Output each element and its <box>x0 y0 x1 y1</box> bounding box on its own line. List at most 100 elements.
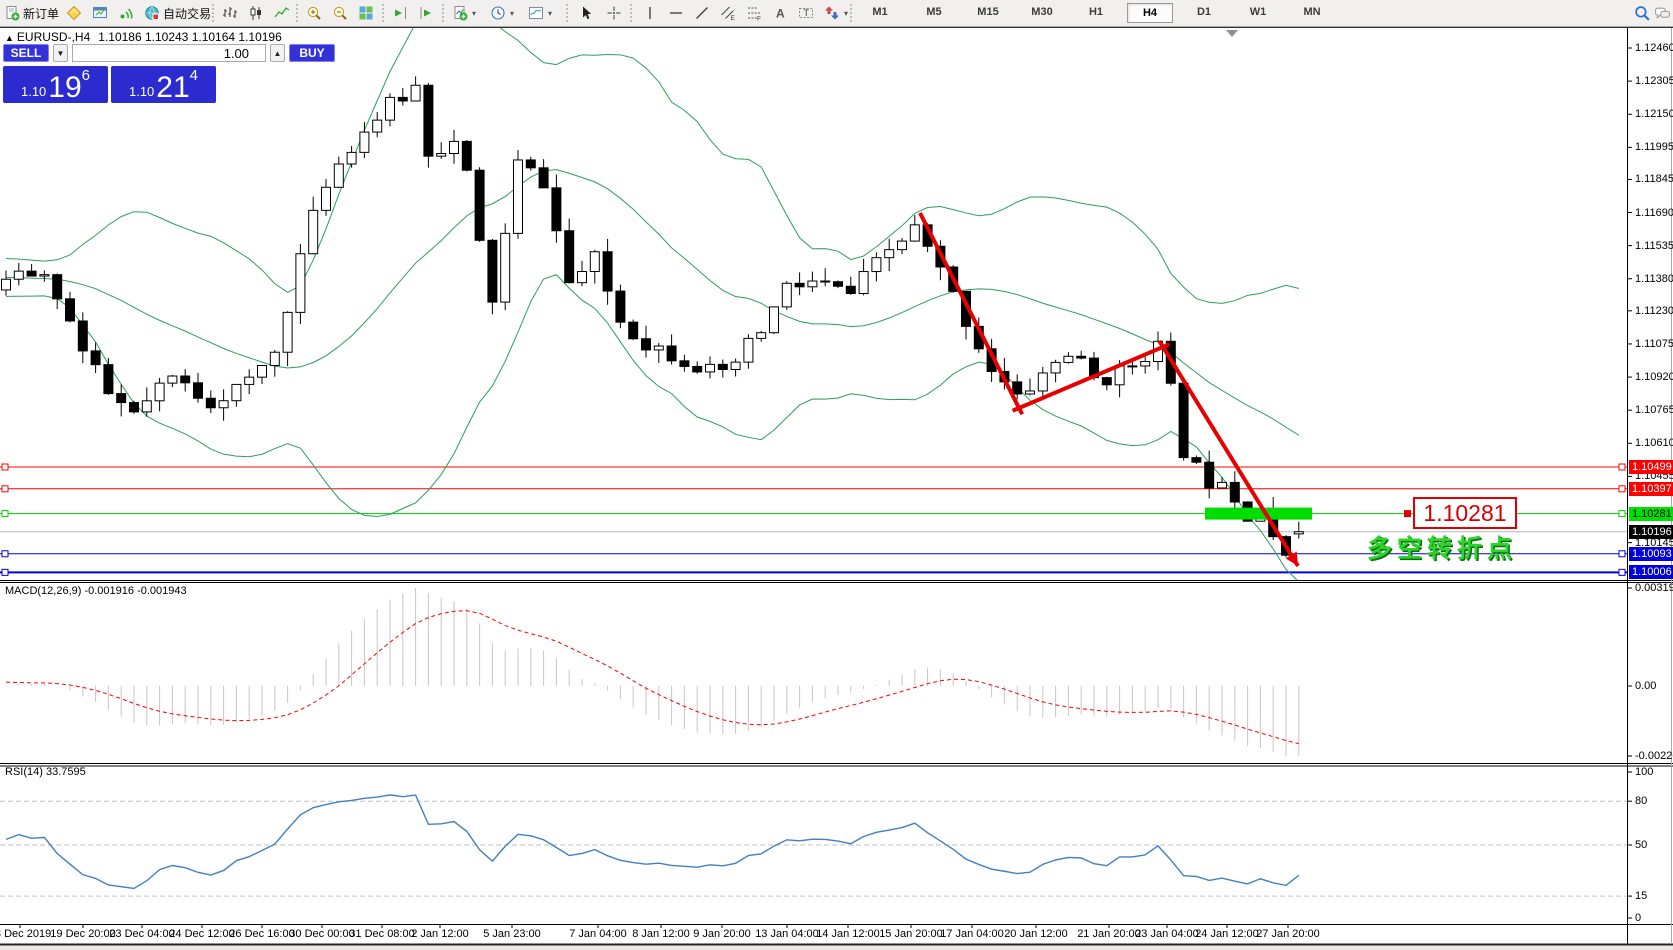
horizontal-line-tool-button[interactable] <box>666 2 686 24</box>
timeframe-button-MN[interactable]: MN <box>1303 6 1321 18</box>
time-axis-label: 21 Jan 20:00 <box>1077 928 1141 940</box>
time-axis-label: 20 Jan 12:00 <box>1004 928 1068 940</box>
toolbar-grip <box>212 4 215 22</box>
timeframe-button-M15[interactable]: M15 <box>977 6 999 18</box>
timeframe-button-W1[interactable]: W1 <box>1249 6 1267 18</box>
symbol-quote-bar: ▲ EURUSD-,H4 1.10186 1.10243 1.10164 1.101… <box>5 30 282 44</box>
autotrading-label: 自动交易 <box>163 6 212 21</box>
terminal-button[interactable] <box>90 2 110 24</box>
price-flag-annotation[interactable]: 1.10281 <box>1413 497 1517 529</box>
price-level-label: 1.10397 <box>1629 481 1673 496</box>
timeframe-button-D1[interactable]: D1 <box>1196 6 1212 18</box>
arrows-icon <box>824 5 840 21</box>
line-chart-mode-button[interactable] <box>272 2 292 24</box>
signal-icon <box>118 5 134 21</box>
svg-text:T: T <box>804 8 810 18</box>
zoom-in-button[interactable] <box>304 2 324 24</box>
auto-scroll-icon <box>392 5 408 21</box>
chat-icon <box>1654 5 1671 22</box>
volume-decrease-button[interactable]: ▼ <box>53 44 68 62</box>
zoom-out-button[interactable] <box>330 2 350 24</box>
price-tick-label: 1.11535 <box>1635 239 1673 252</box>
line-chart-icon <box>274 5 290 21</box>
turning-point-annotation[interactable]: 多空转折点 <box>1367 535 1518 563</box>
macd-label: MACD(12,26,9) -0.001916 -0.001943 <box>5 585 187 597</box>
price-tick-label: 1.12150 <box>1635 108 1673 121</box>
dropdown-arrow-icon[interactable]: ▾ <box>844 8 849 18</box>
tile-windows-icon <box>358 5 374 21</box>
sell-button[interactable]: SELL <box>3 44 49 62</box>
channel-tool-button[interactable]: E <box>718 2 738 24</box>
macd-axis-label: -0.002261 <box>1635 750 1673 762</box>
timeframe-button-M5[interactable]: M5 <box>926 6 942 18</box>
fibonacci-tool-button[interactable]: F <box>744 2 764 24</box>
autotrading-icon <box>144 5 160 21</box>
volume-input[interactable] <box>72 44 266 62</box>
sell-price-display[interactable]: 1.10 19 6 <box>3 66 108 103</box>
dropdown-arrow-icon[interactable]: ▾ <box>548 8 553 18</box>
cursor-tool-button[interactable] <box>576 2 596 24</box>
sell-price-prefix: 1.10 <box>20 84 47 100</box>
zoom-in-icon <box>306 5 322 21</box>
search-icon <box>1634 5 1651 22</box>
trendline-tool-button[interactable] <box>692 2 712 24</box>
metaeditor-button[interactable] <box>64 2 84 24</box>
fibonacci-icon: F <box>746 5 762 21</box>
symbol-title: EURUSD-,H4 <box>16 30 91 44</box>
autotrading-button[interactable]: 自动交易 <box>142 2 213 24</box>
crosshair-tool-button[interactable] <box>604 2 624 24</box>
buy-price-display[interactable]: 1.10 21 4 <box>111 66 216 103</box>
price-tick-label: 1.11380 <box>1635 272 1673 285</box>
candlestick-mode-button[interactable] <box>246 2 266 24</box>
chart-shift-button[interactable] <box>416 2 436 24</box>
rsi-axis-label: 50 <box>1635 839 1648 851</box>
toolbar-grip <box>566 4 569 22</box>
arrows-tool-button[interactable]: ▾ <box>822 2 850 24</box>
timeframe-button-M30[interactable]: M30 <box>1031 6 1053 18</box>
price-tick-label: 1.10610 <box>1635 437 1673 450</box>
dropdown-arrow-icon[interactable]: ▾ <box>472 8 477 18</box>
time-axis-label: 9 Jan 20:00 <box>693 928 751 940</box>
signals-button[interactable] <box>116 2 136 24</box>
price-tick-label: 1.11845 <box>1635 173 1673 186</box>
text-label-icon: T <box>798 5 814 21</box>
price-tick-label: 1.11075 <box>1635 337 1673 350</box>
dropdown-arrow-icon[interactable]: ▾ <box>510 8 515 18</box>
collapse-triangle-icon[interactable]: ▲ <box>5 33 14 43</box>
price-tick-label: 1.11230 <box>1635 304 1673 317</box>
templates-button[interactable]: ▾ <box>526 2 554 24</box>
periods-button[interactable]: ▾ <box>488 2 516 24</box>
metaeditor-icon <box>66 5 82 21</box>
search-button[interactable] <box>1632 2 1653 24</box>
time-axis-label: 18 Dec 2019 <box>0 928 52 940</box>
sell-price-big: 19 <box>48 70 82 104</box>
svg-text:A: A <box>776 7 785 21</box>
timeframe-button-M1[interactable]: M1 <box>872 6 888 18</box>
indicators-button[interactable]: ▾ <box>450 2 478 24</box>
price-tick-label: 1.10920 <box>1635 371 1673 384</box>
vertical-line-icon <box>642 5 658 21</box>
chart-shift-icon <box>418 5 434 21</box>
toolbar-grip <box>296 4 299 22</box>
tile-windows-button[interactable] <box>356 2 376 24</box>
time-axis-label: 15 Jan 20:00 <box>879 928 943 940</box>
volume-increase-button[interactable]: ▲ <box>270 44 285 62</box>
buy-price-pip: 4 <box>189 67 199 84</box>
text-icon: A <box>772 5 788 21</box>
timeframe-button-H4[interactable]: H4 <box>1127 3 1173 23</box>
buy-button[interactable]: BUY <box>289 44 335 62</box>
bar-chart-mode-button[interactable] <box>220 2 240 24</box>
time-axis-label: 31 Dec 08:00 <box>349 928 415 940</box>
indicators-icon <box>452 5 468 21</box>
timeframe-button-H1[interactable]: H1 <box>1088 6 1104 18</box>
text-label-tool-button[interactable]: T <box>796 2 816 24</box>
zoom-out-icon <box>332 5 348 21</box>
chat-button[interactable] <box>1652 2 1673 24</box>
new-order-button[interactable]: 新订单 <box>2 2 61 24</box>
time-axis-label: 26 Dec 16:00 <box>229 928 295 940</box>
auto-scroll-button[interactable] <box>390 2 410 24</box>
buy-price-big: 21 <box>156 70 190 104</box>
vertical-line-tool-button[interactable] <box>640 2 660 24</box>
text-tool-button[interactable]: A <box>770 2 790 24</box>
